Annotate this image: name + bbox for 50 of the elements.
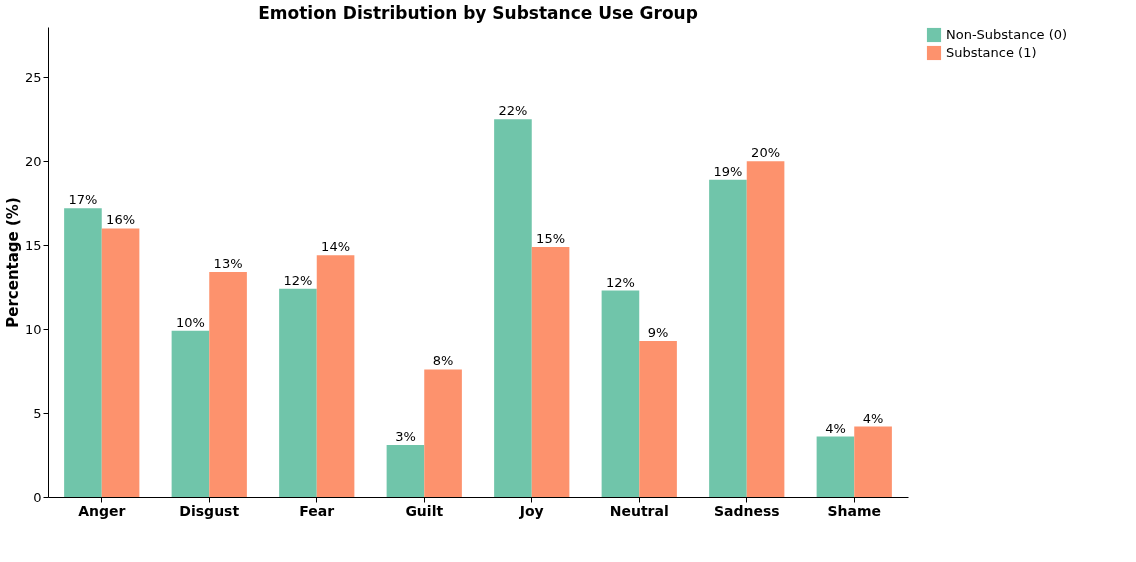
data-label: 13% <box>213 256 243 272</box>
bar <box>709 179 747 497</box>
data-label: 22% <box>498 103 528 119</box>
bar <box>816 436 855 497</box>
bar <box>279 288 317 497</box>
x-tick-label: Anger <box>78 502 126 519</box>
y-tick-label: 5 <box>33 405 42 421</box>
data-label: 15% <box>536 230 566 246</box>
bar <box>171 330 210 497</box>
data-label: 16% <box>106 212 136 228</box>
bar <box>531 246 570 497</box>
bar <box>494 119 532 497</box>
data-label: 12% <box>605 274 635 290</box>
y-tick-label: 15 <box>24 237 42 253</box>
bar <box>854 426 892 497</box>
data-label: 9% <box>647 324 669 340</box>
bar <box>639 340 677 497</box>
x-tick-label: Disgust <box>179 502 240 519</box>
y-tick-label: 25 <box>24 69 42 85</box>
bar <box>386 444 425 497</box>
data-label: 10% <box>175 314 205 330</box>
bar <box>64 208 102 497</box>
data-label: 14% <box>321 239 351 255</box>
legend-label: Substance (1) <box>946 45 1037 60</box>
data-label: 17% <box>68 192 98 208</box>
chart-title: Emotion Distribution by Substance Use Group <box>258 3 698 23</box>
y-tick-label: 10 <box>24 321 42 337</box>
x-tick-label: Guilt <box>405 502 444 519</box>
data-label: 4% <box>862 410 884 426</box>
x-tick-label: Neutral <box>609 502 669 519</box>
y-axis-title: Percentage (%) <box>3 197 22 328</box>
data-label: 20% <box>751 145 781 161</box>
bar <box>101 228 140 497</box>
x-tick-label: Fear <box>299 502 335 519</box>
legend-label: Non-Substance (0) <box>946 27 1068 42</box>
x-tick-label: Sadness <box>713 502 780 519</box>
data-label: 8% <box>432 353 454 369</box>
bar <box>209 272 247 497</box>
bar <box>746 161 785 497</box>
bar <box>601 290 640 497</box>
data-label: 3% <box>395 428 416 444</box>
data-label: 12% <box>283 272 313 288</box>
y-tick-label: 20 <box>24 153 42 169</box>
bar <box>316 255 355 497</box>
bar <box>424 369 462 497</box>
data-label: 19% <box>713 163 743 179</box>
x-tick-label: Shame <box>827 502 882 519</box>
data-label: 4% <box>825 420 846 436</box>
y-tick-label: 0 <box>33 489 42 505</box>
x-tick-label: Joy <box>518 502 544 519</box>
